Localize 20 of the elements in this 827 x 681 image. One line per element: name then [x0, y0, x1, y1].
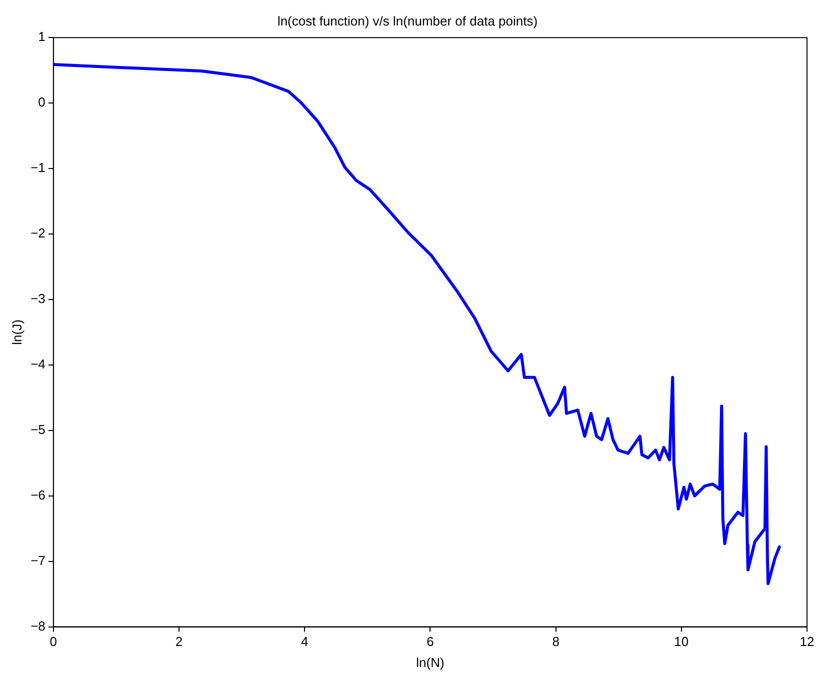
y-tick-label: −8 — [30, 618, 46, 634]
y-tick-label: −5 — [30, 422, 46, 437]
x-tick-label: 8 — [552, 634, 560, 650]
y-tick-label: 0 — [38, 94, 46, 110]
x-tick-label: 0 — [50, 634, 58, 650]
x-tick-label: 4 — [300, 634, 308, 650]
x-tick-label: 2 — [175, 634, 183, 650]
y-tick-label: 1 — [38, 29, 46, 44]
y-tick-label: −3 — [30, 291, 46, 306]
y-tick-label: −6 — [30, 487, 46, 502]
chart-title: ln(cost function) v/s ln(number of data points) — [277, 13, 538, 28]
x-axis-title: ln(N) — [416, 654, 444, 670]
y-axis-title: ln(J) — [9, 320, 24, 345]
x-tick-label: 10 — [674, 634, 689, 650]
x-tick-label: 6 — [426, 634, 434, 650]
y-tick-label: −7 — [30, 552, 46, 568]
y-tick-label: −4 — [30, 356, 46, 372]
y-tick-label: −1 — [30, 160, 46, 176]
y-tick-label: −2 — [30, 226, 46, 241]
x-tick-label: 12 — [800, 634, 814, 650]
